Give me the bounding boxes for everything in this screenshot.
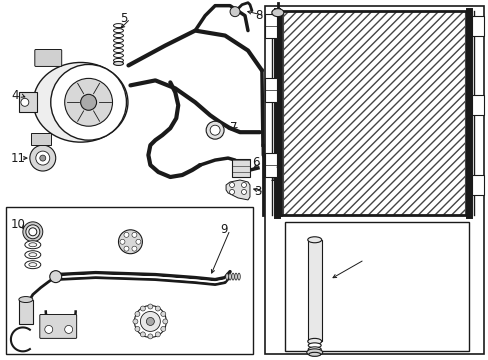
Circle shape — [147, 334, 153, 339]
Bar — [264, 14, 276, 37]
Circle shape — [163, 319, 167, 324]
Bar — [471, 175, 483, 195]
Circle shape — [64, 78, 112, 126]
Circle shape — [64, 325, 73, 333]
Circle shape — [124, 246, 129, 251]
Bar — [264, 78, 276, 102]
Circle shape — [45, 325, 53, 333]
Bar — [19, 92, 37, 112]
Ellipse shape — [25, 241, 41, 249]
Bar — [31, 133, 51, 145]
Bar — [471, 95, 483, 115]
Text: 3: 3 — [253, 185, 261, 198]
Ellipse shape — [306, 349, 322, 356]
Circle shape — [229, 183, 234, 188]
Bar — [282, 11, 464, 215]
Circle shape — [21, 98, 29, 106]
Circle shape — [210, 125, 220, 135]
Bar — [6, 207, 252, 354]
Circle shape — [140, 332, 145, 337]
Text: 6: 6 — [251, 156, 259, 168]
Circle shape — [29, 228, 37, 236]
Ellipse shape — [307, 343, 321, 348]
Circle shape — [26, 225, 40, 239]
Circle shape — [229, 189, 234, 194]
FancyBboxPatch shape — [40, 315, 77, 338]
Circle shape — [132, 232, 137, 237]
Circle shape — [140, 311, 160, 332]
Circle shape — [241, 189, 246, 194]
Ellipse shape — [29, 263, 37, 267]
Text: 10: 10 — [11, 218, 26, 231]
Ellipse shape — [271, 9, 283, 17]
Circle shape — [146, 318, 154, 325]
Circle shape — [241, 183, 246, 188]
Circle shape — [155, 332, 160, 337]
Circle shape — [133, 319, 138, 324]
Circle shape — [134, 306, 166, 337]
Bar — [232, 159, 249, 177]
Ellipse shape — [307, 237, 321, 243]
Circle shape — [23, 222, 42, 242]
Circle shape — [118, 230, 142, 254]
Text: 1: 1 — [269, 171, 277, 184]
Circle shape — [136, 239, 141, 244]
Circle shape — [40, 155, 46, 161]
Ellipse shape — [228, 273, 231, 280]
Circle shape — [155, 306, 160, 311]
Ellipse shape — [19, 297, 33, 302]
Ellipse shape — [33, 62, 128, 142]
Polygon shape — [225, 180, 249, 200]
Bar — [264, 6, 483, 354]
Text: 7: 7 — [229, 121, 237, 134]
Ellipse shape — [307, 347, 321, 352]
Bar — [285, 222, 468, 351]
Bar — [264, 153, 276, 177]
Ellipse shape — [231, 273, 234, 280]
Text: 8: 8 — [254, 9, 262, 22]
Bar — [307, 240, 321, 341]
Circle shape — [51, 64, 126, 140]
Text: 9: 9 — [220, 223, 227, 236]
Ellipse shape — [237, 273, 240, 280]
Ellipse shape — [308, 352, 320, 356]
Text: 2: 2 — [354, 253, 361, 266]
Ellipse shape — [225, 273, 228, 280]
Text: 11: 11 — [11, 152, 26, 165]
Ellipse shape — [29, 253, 37, 257]
Text: 4: 4 — [11, 89, 19, 102]
Circle shape — [147, 304, 153, 309]
Circle shape — [135, 327, 140, 332]
Ellipse shape — [234, 273, 237, 280]
Bar — [471, 15, 483, 36]
Ellipse shape — [307, 338, 321, 345]
Circle shape — [30, 145, 56, 171]
Circle shape — [140, 306, 145, 311]
Bar — [19, 300, 33, 324]
Circle shape — [120, 239, 125, 244]
Ellipse shape — [113, 62, 123, 66]
Circle shape — [229, 7, 240, 17]
Circle shape — [36, 151, 50, 165]
Circle shape — [132, 246, 137, 251]
Circle shape — [161, 311, 165, 316]
Circle shape — [81, 94, 96, 110]
FancyBboxPatch shape — [35, 50, 61, 67]
Circle shape — [135, 311, 140, 316]
Circle shape — [206, 121, 224, 139]
Ellipse shape — [25, 261, 41, 269]
Ellipse shape — [50, 271, 61, 283]
Circle shape — [124, 232, 129, 237]
Ellipse shape — [25, 251, 41, 259]
Circle shape — [161, 327, 165, 332]
Ellipse shape — [29, 243, 37, 247]
Text: 5: 5 — [120, 12, 127, 25]
